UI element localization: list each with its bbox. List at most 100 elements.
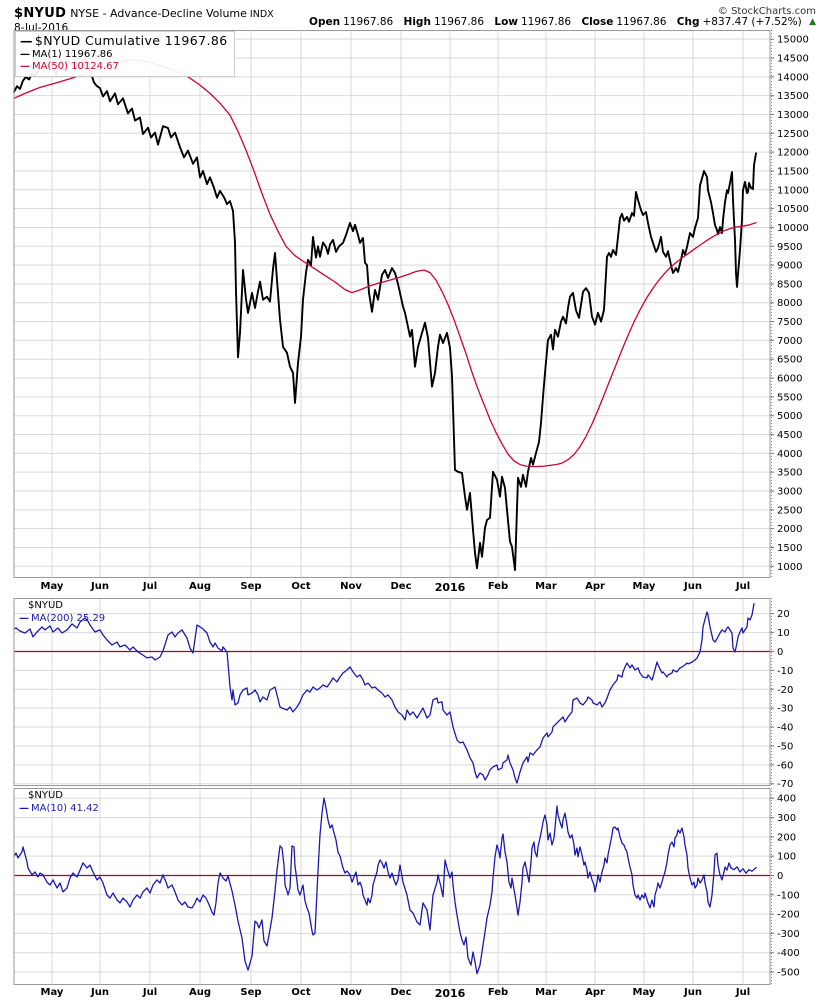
plot-frame: [13, 598, 771, 786]
x-axis-label: Nov: [340, 987, 362, 998]
y-axis-label: 2000: [777, 524, 802, 535]
y-axis-label: 14500: [777, 54, 809, 65]
y-axis-label: 2500: [777, 505, 802, 516]
line-swatch-icon: —: [19, 612, 29, 624]
line-swatch-icon: —: [20, 61, 30, 73]
open-value: 11967.86: [343, 16, 394, 28]
line-swatch-icon: —: [20, 48, 30, 60]
ma-200-line: [13, 603, 755, 784]
x-axis-label: Jul: [735, 987, 751, 998]
ma200-panel-legend: $NYUD — MA(200) 25.29: [15, 599, 111, 627]
legend-label: $NYUD: [28, 790, 63, 801]
y-axis-label: -100: [777, 890, 800, 901]
y-axis-label: -20: [777, 685, 793, 696]
x-axis-label: Aug: [188, 581, 212, 592]
line-swatch-icon: —: [19, 802, 29, 814]
x-axis-label: Aug: [188, 987, 212, 998]
chg-value: +837.47 (+7.52%): [702, 16, 802, 28]
close-value: 11967.86: [616, 16, 667, 28]
up-arrow-icon: ▲: [809, 17, 816, 27]
x-axis-label: Apr: [585, 987, 605, 998]
header-row-2: 8-Jul-2016 Open 11967.86 High 11967.86 Low…: [14, 16, 818, 34]
close-label: Close: [581, 16, 614, 28]
y-axis-label: 0: [777, 871, 783, 882]
ma10-panel: 400 300 200 100 0 -100 -200 -300 -400 -500: [13, 788, 800, 985]
y-axis-label: -500: [777, 968, 800, 979]
y-axis-label: 4500: [777, 430, 802, 441]
plot-frame: [13, 30, 771, 578]
legend-label: $NYUD: [28, 600, 63, 611]
legend-item: $NYUD: [19, 790, 99, 803]
legend-label: MA(200) 25.29: [31, 612, 106, 624]
y-axis-label: -300: [777, 929, 800, 940]
legend-label: MA(50) 10124.67: [32, 61, 119, 73]
y-axis-label: 12500: [777, 129, 809, 140]
legend-item: — $NYUD Cumulative 11967.86: [20, 33, 228, 49]
ma200-panel: 20 10 0 -10 -20 -30 -40 -50 -60 -70: [13, 598, 793, 790]
x-axis-label: Mar: [535, 987, 557, 998]
y-axis-label: 7500: [777, 317, 802, 328]
x-axis-label: May: [40, 987, 64, 998]
y-axis-label: 20: [777, 609, 790, 620]
x-axis-label: Mar: [535, 581, 557, 592]
y-axis-label: 3000: [777, 486, 802, 497]
y-axis-label: 7000: [777, 336, 802, 347]
y-axis-label: -200: [777, 910, 800, 921]
x-axis-label: Sep: [240, 581, 262, 592]
plot-frame: [13, 788, 771, 985]
y-axis-label: 3500: [777, 468, 802, 479]
x-axis-labels-upper: May Jun Jul Aug Sep Oct Nov Dec 2016 Feb Mar Apr May…: [0, 581, 820, 595]
x-axis-labels-lower: May Jun Jul Aug Sep Oct Nov Dec 2016 Feb Mar Apr May…: [0, 987, 820, 1000]
copyright-label: © StockCharts.com: [717, 6, 816, 17]
x-axis-label: Jul: [142, 987, 158, 998]
chart-title: NYSE - Advance-Decline Volume: [70, 7, 247, 20]
y-axis-label: 4000: [777, 449, 802, 460]
y-axis-label: 10000: [777, 223, 809, 234]
x-axis-label: Feb: [487, 987, 509, 998]
y-axis-label: 200: [777, 832, 796, 843]
y-axis-label: 15000: [777, 35, 809, 46]
legend-label: $NYUD Cumulative 11967.86: [34, 33, 228, 48]
y-axis-label: -30: [777, 704, 793, 715]
x-axis-label: Nov: [340, 581, 362, 592]
y-axis-label: 5000: [777, 411, 802, 422]
y-axis-label: 12000: [777, 148, 809, 159]
y-axis-label: 400: [777, 794, 796, 805]
x-axis-label: Jul: [735, 581, 751, 592]
y-axis-label: -400: [777, 948, 800, 959]
y-axis-label: 10500: [777, 204, 809, 215]
low-label: Low: [494, 16, 518, 28]
x-axis-label: Jul: [142, 581, 158, 592]
ma10-panel-legend: $NYUD — MA(10) 41.42: [15, 789, 105, 817]
y-axis-label: -60: [777, 760, 793, 771]
y-axis-label: -70: [777, 779, 793, 790]
y-axis-label: -40: [777, 723, 793, 734]
x-axis-label: Sep: [240, 987, 262, 998]
y-axis-label: 8500: [777, 279, 802, 290]
x-axis-label: Jun: [91, 581, 109, 592]
y-axis-label: 8000: [777, 298, 802, 309]
y-axis-label: 0: [777, 647, 783, 658]
high-label: High: [403, 16, 431, 28]
main-price-panel: 15000 14500 14000 13500 13000 12500 12000 11500…: [13, 30, 809, 578]
y-axis-label: 11500: [777, 166, 809, 177]
y-axis-label: 14000: [777, 72, 809, 83]
header-row-1: $NYUD NYSE - Advance-Decline Volume INDX ©…: [14, 2, 818, 21]
y-axis-label: 6000: [777, 374, 802, 385]
x-axis-label: Jun: [91, 987, 109, 998]
x-axis-label: May: [632, 987, 656, 998]
x-axis-label: Jun: [684, 987, 702, 998]
y-axis-label: -50: [777, 741, 793, 752]
x-axis-label: Jun: [684, 581, 702, 592]
y-axis-label: 1500: [777, 543, 802, 554]
y-axis-label: 1000: [777, 562, 802, 573]
x-axis-label: Feb: [487, 581, 509, 592]
y-axis-label: 6500: [777, 355, 802, 366]
line-swatch-icon: —: [20, 33, 33, 48]
ma-50-line: [13, 59, 757, 468]
x-axis-label: May: [632, 581, 656, 592]
open-label: Open: [309, 16, 341, 28]
main-panel-legend: — $NYUD Cumulative 11967.86 — MA(1) 11967.…: [15, 31, 235, 77]
y-axis-label: 5500: [777, 392, 802, 403]
legend-item: — MA(1) 11967.86: [20, 49, 228, 62]
